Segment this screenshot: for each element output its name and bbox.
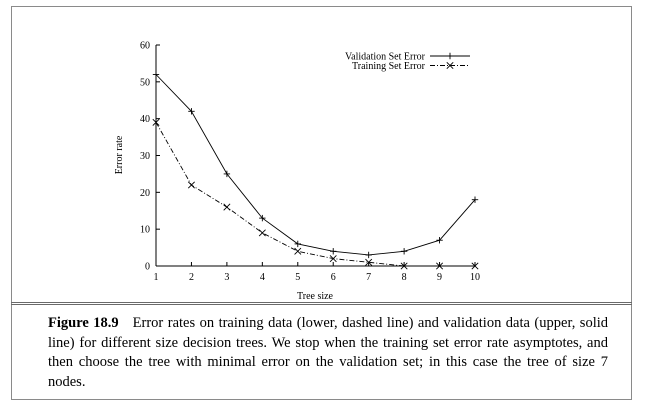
training-set-error-point — [294, 247, 302, 255]
x-tick-label: 1 — [154, 272, 159, 283]
validation-set-error-point — [330, 248, 337, 255]
validation-set-error-point — [471, 196, 479, 203]
chart-series — [152, 71, 479, 270]
training-set-error-point — [187, 181, 195, 189]
y-tick-label: 60 — [140, 41, 150, 52]
validation-set-error-point — [223, 170, 231, 178]
figure-caption: Figure 18.9 Error rates on training data … — [48, 314, 608, 392]
training-set-error-line — [155, 122, 475, 267]
caption-label: Figure 18.9 — [48, 315, 119, 331]
validation-set-error-point — [294, 240, 301, 248]
legend-label: Training Set Error — [352, 61, 426, 72]
validation-set-error-point — [152, 71, 160, 78]
legend-marker — [446, 61, 454, 70]
training-set-error-point — [436, 262, 444, 270]
legend-label: Validation Set Error — [345, 52, 426, 63]
y-tick-label: 20 — [140, 188, 150, 199]
x-tick-label: 10 — [470, 272, 480, 283]
x-tick-label: 9 — [437, 272, 442, 283]
training-set-error-point — [400, 262, 408, 270]
x-tick-label: 4 — [260, 272, 265, 283]
plot-panel — [11, 6, 632, 305]
chart-axes: 0 10 20 30 40 50 60 1 2 3 4 5 6 7 8 9 10 — [140, 41, 480, 284]
x-tick-label: 7 — [366, 272, 371, 283]
training-set-error-point — [365, 258, 373, 266]
x-axis-label: Tree size — [297, 291, 334, 302]
training-set-error-point — [471, 262, 479, 270]
training-set-error-point — [152, 118, 160, 126]
validation-set-error-point — [259, 214, 266, 222]
x-tick-label: 3 — [224, 272, 229, 283]
y-tick-label: 50 — [140, 77, 150, 88]
validation-set-error-point — [436, 237, 443, 244]
validation-set-error-line — [155, 74, 476, 256]
x-tick-label: 8 — [402, 272, 407, 283]
y-tick-label: 10 — [140, 225, 150, 236]
validation-set-error-point — [365, 251, 372, 259]
y-tick-label: 30 — [140, 151, 150, 162]
line-chart: 0 10 20 30 40 50 60 1 2 3 4 5 6 7 8 9 10 Validation Set … — [114, 41, 480, 303]
y-tick-label: 0 — [145, 262, 150, 273]
training-set-error-point — [258, 229, 266, 237]
training-set-error-point — [329, 255, 337, 263]
y-axis-label: Error rate — [114, 135, 125, 174]
y-tick-label: 40 — [140, 114, 150, 125]
x-tick-label: 6 — [331, 272, 336, 283]
caption-text: Error rates on training data (lower, das… — [48, 315, 608, 390]
validation-set-error-point — [400, 248, 408, 255]
x-tick-label: 2 — [189, 272, 194, 283]
figure-frame — [11, 6, 632, 400]
legend-marker — [446, 52, 454, 60]
validation-set-error-point — [188, 108, 195, 115]
x-tick-label: 5 — [295, 272, 300, 283]
training-set-error-point — [223, 203, 231, 211]
